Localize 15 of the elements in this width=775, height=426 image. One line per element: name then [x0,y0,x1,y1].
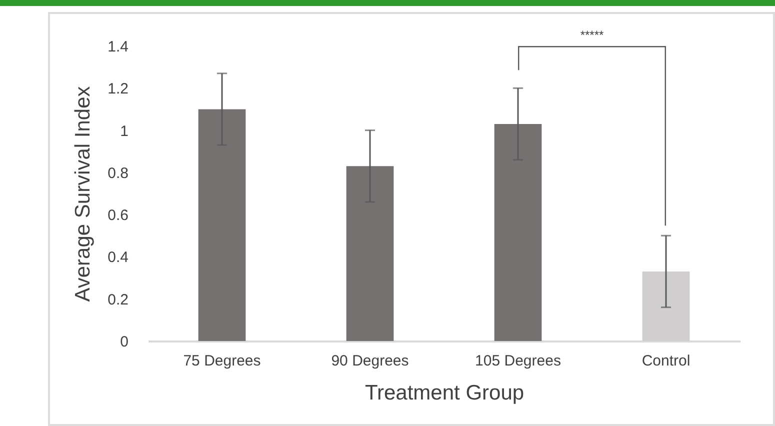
y-tick-label: 0.6 [108,207,128,224]
y-tick-label: 0.4 [108,249,128,266]
y-tick-label: 1.2 [108,80,128,98]
x-tick-label: 105 Degrees [475,352,561,370]
y-tick-label: 0.8 [108,164,128,182]
text: ***** [580,28,604,42]
y-tick-label: 0.2 [108,291,128,308]
x-tick-label: 90 Degrees [331,352,409,370]
x-tick-label: 75 Degrees [183,352,261,370]
x-axis-title: Treatment Group [364,382,524,404]
y-axis-title: Average Survival Index [72,86,95,302]
x-tick-label: Control [642,352,690,370]
y-tick-label: 0 [120,334,128,350]
y-tick-label: 1 [120,122,128,140]
y-tick-label: 1.4 [108,38,128,56]
